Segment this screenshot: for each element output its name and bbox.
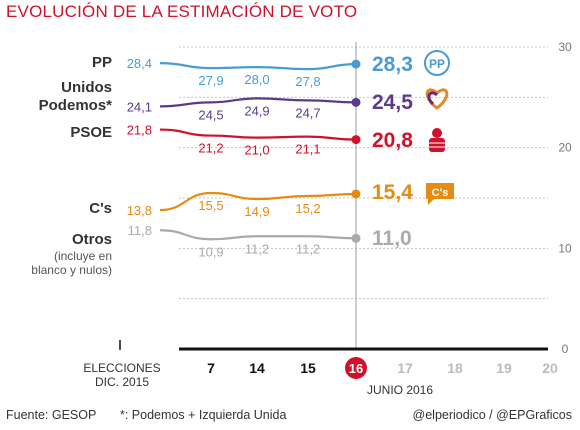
fist-shape	[429, 138, 445, 152]
data-label: 21,1	[295, 142, 320, 157]
x-tick-label: 20	[542, 360, 558, 376]
x-tick-label: 7	[207, 360, 215, 376]
data-label: 24,1	[127, 99, 152, 114]
series-note: (incluye en	[54, 249, 112, 263]
data-label: 13,8	[127, 203, 152, 218]
x-tick-label: 18	[447, 360, 463, 376]
series-line	[159, 62, 357, 71]
heart-shape-inner	[427, 91, 438, 106]
heart-icon	[425, 88, 449, 110]
series-name: PP	[92, 54, 112, 71]
x-tick-label: 15	[300, 360, 316, 376]
x-tick-label: DIC. 2015	[95, 375, 149, 389]
footnote: *: Podemos + Izquierda Unida	[120, 408, 287, 422]
pp-logo-text: PP	[429, 57, 445, 71]
party-icons: PP C's	[424, 50, 454, 205]
month-label: JUNIO 2016	[367, 383, 433, 397]
pp-logo-ring	[424, 50, 450, 76]
y-tick-label: 20	[558, 141, 572, 155]
data-label: 14,9	[244, 204, 269, 219]
series-line	[159, 191, 357, 212]
cs-logo-icon: C's	[426, 183, 454, 205]
credit: @elperiodico / @EPGraficos	[412, 408, 572, 422]
data-label: 10,9	[198, 244, 223, 259]
cs-logo-text: C's	[432, 187, 449, 199]
data-label: 28,0	[244, 72, 269, 87]
chart-title: EVOLUCIÓN DE LA ESTIMACIÓN DE VOTO	[6, 2, 358, 21]
y-tick-label: 30	[558, 40, 572, 54]
series-line	[159, 97, 357, 108]
series-end-point	[351, 135, 361, 145]
y-tick-label: 0	[562, 342, 569, 356]
x-tick-label: 19	[496, 360, 512, 376]
final-value-label: 15,4	[372, 181, 413, 204]
source-note: Fuente: GESOP	[6, 408, 97, 422]
data-label: 24,7	[295, 105, 320, 120]
data-label: 15,5	[198, 198, 223, 213]
current-date-marker	[345, 357, 367, 379]
series-end-point	[351, 189, 361, 199]
series-name: Unidos	[61, 79, 112, 96]
series-name: PSOE	[70, 124, 112, 141]
series-name: C's	[89, 200, 112, 217]
series-lines	[159, 59, 361, 243]
rose-shape	[432, 128, 442, 138]
x-tick-label: 16	[349, 361, 363, 376]
final-value-label: 11,0	[372, 227, 412, 250]
final-value-label: 28,3	[372, 53, 413, 76]
data-label: 11,2	[245, 241, 269, 256]
series-line	[159, 128, 357, 141]
data-label: 27,9	[198, 73, 223, 88]
data-label: 21,2	[198, 141, 223, 156]
series-name: Otros	[72, 231, 112, 248]
y-axis: 0 10 20 30	[558, 40, 572, 356]
series-end-point	[351, 233, 361, 243]
fist-rose-icon	[429, 128, 445, 152]
series-end-point	[351, 59, 361, 69]
series-end-point	[351, 97, 361, 107]
y-tick-label: 10	[558, 241, 572, 255]
data-label: 28,4	[127, 56, 152, 71]
final-value-label: 24,5	[372, 91, 413, 114]
data-label: 21,8	[127, 123, 152, 138]
x-tick-label: ELECCIONES	[83, 361, 160, 375]
final-value-labels: 28,3 24,5 20,8 15,4 11,0	[372, 53, 413, 250]
data-label: 24,5	[198, 107, 223, 122]
series-line	[159, 229, 357, 241]
x-tick-label: 14	[249, 360, 265, 376]
data-label: 27,8	[295, 74, 320, 89]
series-name: Podemos*	[39, 97, 113, 114]
cs-bubble	[426, 183, 454, 205]
data-label: 15,2	[295, 201, 320, 216]
series-note: blanco y nulos)	[31, 263, 112, 277]
data-label: 11,2	[296, 241, 320, 256]
pp-logo-icon: PP	[424, 50, 450, 76]
data-label: 21,0	[244, 143, 269, 158]
x-tick-label: 17	[397, 360, 413, 376]
data-labels: 28,4 27,9 28,0 27,8 24,1 24,5 24,9 24,7 21,8 21,2…	[127, 56, 321, 259]
data-label: 11,8	[128, 223, 152, 238]
data-label: 24,9	[244, 103, 269, 118]
final-value-label: 20,8	[372, 129, 413, 152]
